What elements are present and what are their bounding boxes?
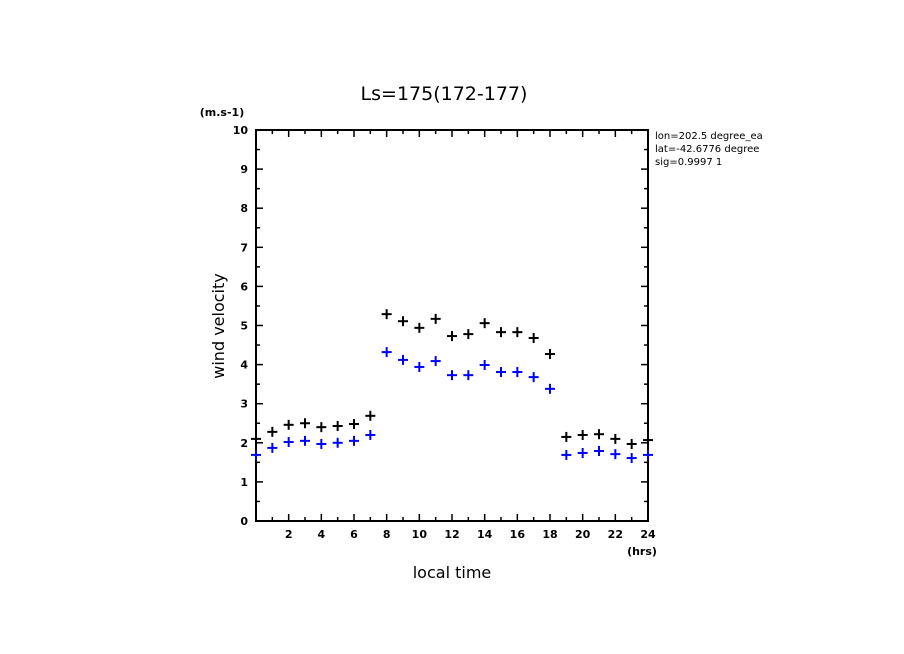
data-point-black (332, 420, 343, 431)
data-point-blue (447, 370, 457, 381)
data-point-blue (512, 367, 523, 378)
data-point-blue (610, 449, 621, 460)
data-point-blue (251, 449, 261, 460)
data-point-black (577, 429, 588, 440)
plot-frame (255, 129, 649, 522)
x-tick-label: 6 (350, 528, 358, 541)
data-point-black (594, 429, 604, 440)
data-point-black (496, 327, 506, 338)
x-axis-label: local time (413, 563, 492, 582)
data-point-blue (479, 359, 490, 370)
x-unit-label: (hrs) (627, 545, 657, 558)
x-tick-label: 20 (575, 528, 591, 541)
chart-title: Ls=175(172-177) (361, 83, 528, 105)
x-tick-label: 10 (412, 528, 428, 541)
data-point-black (610, 433, 621, 444)
data-point-black (512, 327, 523, 338)
info-line-lon: lon=202.5 degree_ea (655, 131, 763, 142)
y-tick-label: 8 (240, 202, 248, 215)
y-unit-label: (m.s-1) (200, 106, 244, 119)
data-point-blue (381, 347, 392, 358)
data-point-black (365, 410, 376, 421)
data-point-blue (349, 435, 359, 446)
x-tick-label: 2 (285, 528, 293, 541)
y-axis-label: wind velocity (209, 273, 228, 378)
data-point-black (528, 333, 539, 344)
x-tick-label: 14 (477, 528, 493, 541)
data-point-black (463, 329, 474, 340)
data-point-blue (267, 442, 278, 453)
x-tick-label: 18 (542, 528, 557, 541)
data-point-blue (577, 447, 588, 458)
y-tick-label: 7 (240, 241, 248, 254)
data-point-blue (430, 356, 441, 367)
data-point-blue (496, 367, 506, 378)
data-point-blue (643, 449, 653, 460)
data-point-black (479, 318, 490, 329)
data-point-black (349, 419, 359, 430)
data-point-black (283, 419, 294, 430)
y-tick-label: 4 (240, 359, 248, 372)
data-point-blue (283, 437, 294, 448)
data-point-black (430, 313, 441, 324)
data-point-blue (365, 429, 376, 440)
data-point-black (414, 322, 425, 333)
data-point-blue (561, 449, 572, 460)
x-tick-label: 24 (640, 528, 656, 541)
data-point-blue (398, 354, 408, 365)
data-point-blue (316, 438, 327, 449)
data-point-black (447, 331, 457, 342)
data-point-blue (300, 435, 310, 446)
data-point-blue (332, 437, 343, 448)
x-tick-label: 12 (444, 528, 459, 541)
data-point-black (626, 438, 637, 449)
y-tick-label: 2 (240, 437, 248, 450)
y-tick-label: 3 (240, 398, 248, 411)
data-point-blue (545, 383, 555, 394)
data-point-blue (528, 372, 539, 383)
x-tick-label: 16 (510, 528, 526, 541)
info-clip (779, 125, 904, 175)
data-point-black (251, 433, 261, 444)
data-point-black (561, 431, 572, 442)
y-tick-label: 1 (240, 476, 248, 489)
y-tick-label: 9 (240, 163, 248, 176)
x-tick-label: 8 (383, 528, 391, 541)
y-tick-label: 10 (233, 124, 249, 137)
data-point-black (545, 349, 555, 360)
data-point-black (316, 422, 327, 433)
y-tick-label: 0 (240, 515, 248, 528)
data-point-blue (414, 361, 425, 372)
y-tick-label: 5 (240, 320, 248, 333)
data-point-black (643, 435, 653, 446)
data-point-black (267, 426, 278, 437)
info-line-lat: lat=-42.6776 degree (655, 144, 759, 155)
data-point-black (398, 316, 408, 327)
data-point-black (300, 418, 310, 429)
data-point-black (381, 309, 392, 320)
x-tick-label: 4 (318, 528, 326, 541)
x-tick-label: 22 (608, 528, 623, 541)
data-point-blue (463, 370, 474, 381)
data-point-blue (626, 453, 637, 464)
y-tick-label: 6 (240, 280, 248, 293)
info-line-sig: sig=0.9997 1 (655, 157, 722, 168)
data-point-blue (594, 446, 604, 457)
